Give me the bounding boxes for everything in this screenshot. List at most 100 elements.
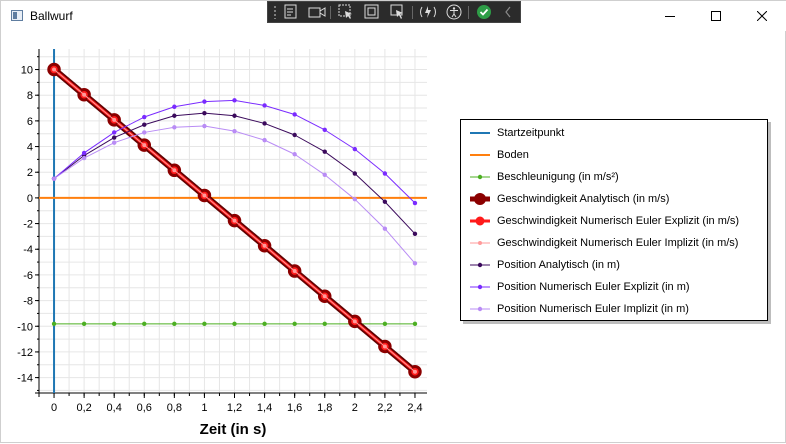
legend-item: Startzeitpunkt	[469, 122, 564, 143]
legend-item: Position Analytisch (in m)	[469, 255, 620, 276]
series-7-point	[232, 98, 237, 103]
series-2-point	[412, 321, 418, 327]
x-axis-label: Zeit (in s)	[200, 421, 267, 438]
legend-swatch-marker	[477, 307, 483, 312]
legend-swatch-marker	[478, 241, 482, 245]
chart-legend: Startzeitpunkt Boden Beschleunigung (in m/…	[460, 119, 768, 321]
series-6-point	[142, 122, 147, 127]
legend-label: Position Numerisch Euler Explizit (in m)	[497, 281, 690, 294]
y-tick-label: -10	[17, 321, 33, 333]
legend-label: Startzeitpunkt	[497, 126, 565, 139]
legend-item: Position Numerisch Euler Explizit (in m)	[469, 277, 690, 298]
series-2-point	[202, 321, 207, 327]
check-status-icon[interactable]	[474, 3, 494, 21]
x-tick-label: 0	[51, 402, 57, 414]
x-tick-label: 1,4	[257, 402, 272, 414]
accessibility-icon[interactable]	[444, 3, 464, 21]
series-7-point	[172, 104, 177, 109]
select-element-icon[interactable]	[336, 3, 356, 21]
live-visual-tree-icon[interactable]	[281, 3, 301, 21]
series-8-point	[352, 196, 358, 202]
x-tick-label: 1,6	[287, 402, 302, 414]
x-tick-label: 2	[352, 402, 358, 414]
window-title: Ballwurf	[30, 9, 73, 23]
y-tick-label: -4	[23, 244, 33, 256]
series-8-point	[262, 137, 267, 143]
collapse-toolbar-icon[interactable]	[498, 3, 518, 21]
drag-handle-icon[interactable]	[271, 3, 279, 21]
camera-icon[interactable]	[307, 3, 327, 21]
legend-swatch-marker	[474, 192, 486, 205]
legend-item: Geschwindigkeit Analytisch (in m/s)	[469, 188, 669, 209]
series-2-point	[292, 321, 297, 327]
title-bar[interactable]: Ballwurf	[1, 1, 786, 31]
legend-label: Boden	[497, 148, 529, 161]
series-6-point	[172, 113, 177, 118]
series-5-point	[142, 143, 147, 148]
series-2-point	[322, 321, 327, 327]
series-6-point	[412, 231, 418, 237]
series-5-point	[262, 243, 267, 248]
series-8-point	[292, 152, 297, 157]
legend-label: Geschwindigkeit Numerisch Euler Implizit…	[497, 237, 739, 249]
legend-label: Position Analytisch (in m)	[497, 259, 620, 272]
series-7-point	[142, 114, 147, 120]
series-5-point	[382, 344, 387, 349]
legend-swatch	[470, 153, 490, 156]
series-2-point	[51, 321, 57, 327]
display-layout-adorners-icon[interactable]	[362, 3, 382, 21]
series-5-point	[232, 218, 237, 223]
chart: 10 8 6 4 2 0 -2 -4 -6 -8 -10 -12 -14 0 0,2 0,4 0,6 0,8 1 1,…	[17, 49, 427, 438]
series-6-point	[352, 171, 358, 176]
series-2-point	[382, 321, 388, 327]
legend-item: Geschwindigkeit Numerisch Euler Implizit…	[469, 233, 738, 254]
track-focused-element-icon[interactable]	[388, 3, 408, 21]
series-6-point	[292, 132, 297, 138]
x-tick-label: 2,2	[377, 402, 392, 414]
legend-swatch-marker	[477, 262, 483, 268]
series-8-point	[382, 226, 388, 231]
chart-grid	[38, 49, 427, 393]
series-6-point	[232, 113, 237, 118]
series-5-point	[202, 193, 207, 198]
series-5-point	[82, 92, 87, 97]
legend-swatch	[470, 216, 490, 226]
series-2-point	[142, 321, 147, 327]
minimize-icon	[665, 16, 675, 17]
series-5-point	[322, 294, 327, 299]
legend-swatch	[470, 284, 490, 290]
series-8-point	[111, 140, 117, 145]
y-tick-label: -14	[17, 373, 33, 385]
minimize-button[interactable]	[647, 1, 693, 31]
series-8-point	[142, 130, 147, 135]
legend-label: Geschwindigkeit Numerisch Euler Explizit…	[497, 214, 740, 227]
legend-swatch	[470, 262, 490, 268]
series-7-point	[382, 171, 388, 176]
series-6-point	[202, 110, 207, 116]
y-tick-label: 4	[27, 142, 33, 154]
x-tick-label: 0,4	[107, 402, 122, 414]
maximize-button[interactable]	[693, 1, 739, 31]
legend-item: Boden	[469, 144, 529, 165]
y-tick-label: 6	[27, 116, 33, 128]
y-tick-label: 2	[27, 167, 33, 179]
series-8-point	[322, 172, 327, 177]
series-2-point	[232, 321, 237, 327]
series-7-point	[111, 130, 117, 135]
hot-reload-icon[interactable]	[418, 3, 438, 21]
series-6-point	[111, 135, 117, 140]
series-6-point	[382, 199, 388, 204]
series-7-point	[81, 150, 87, 156]
app-window-icon	[11, 10, 23, 21]
legend-item: Beschleunigung (in m/s²)	[469, 166, 619, 187]
series-5-point	[412, 369, 417, 374]
series-7-point	[352, 146, 358, 152]
legend-swatch	[470, 241, 490, 245]
y-tick-label: -8	[23, 296, 33, 308]
close-button[interactable]	[739, 1, 785, 31]
y-tick-label: -2	[23, 219, 33, 231]
series-8-point	[81, 155, 87, 161]
series-2-point	[262, 321, 267, 327]
close-icon	[757, 11, 767, 21]
